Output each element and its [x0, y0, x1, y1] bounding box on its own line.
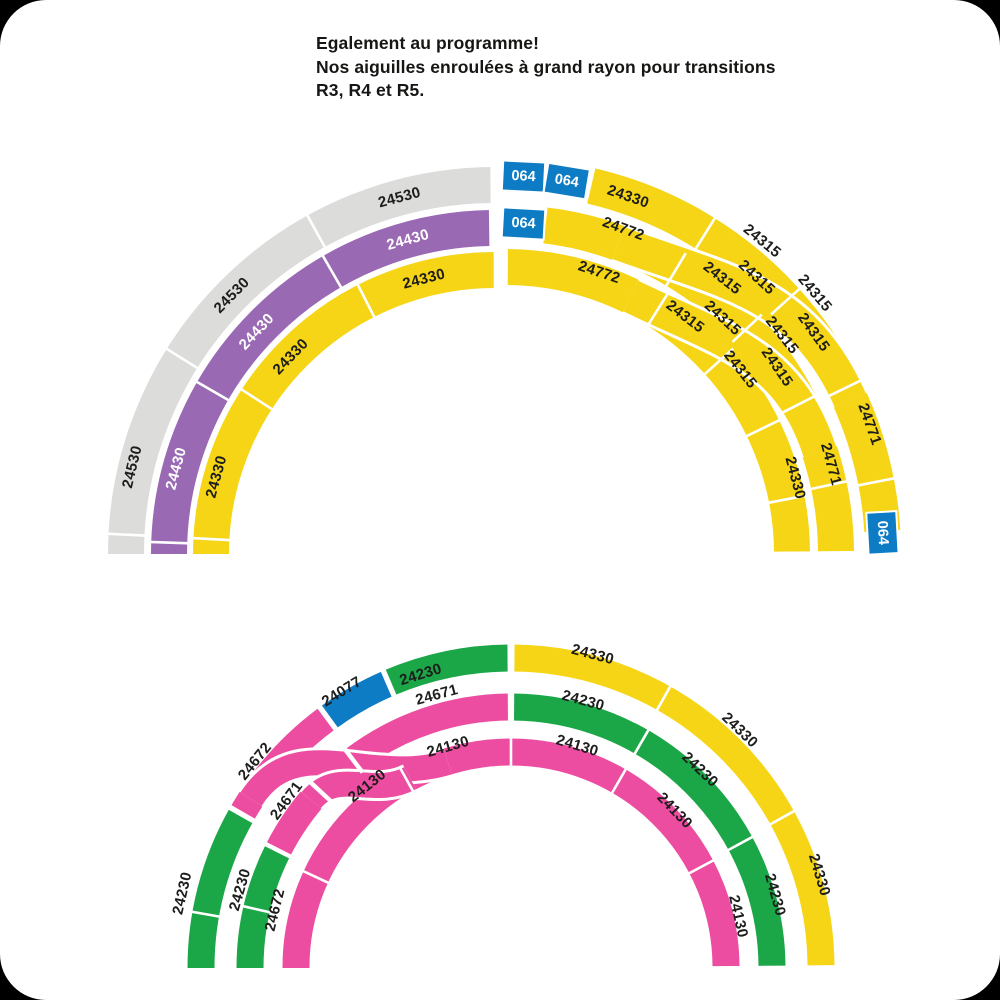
track-arc-segment-yellow — [513, 644, 835, 966]
connector-box-064: 064 — [865, 510, 900, 556]
track-arc-segment-green — [236, 845, 290, 969]
connector-box-label: 064 — [874, 520, 891, 545]
segment-divider — [239, 387, 275, 412]
segment-divider — [609, 767, 628, 796]
segment-divider — [702, 347, 735, 377]
segment-divider — [380, 668, 395, 699]
connector-box-label: 064 — [511, 168, 536, 185]
segment-divider — [343, 746, 365, 773]
segment-divider — [766, 494, 807, 505]
segment-divider — [686, 858, 716, 876]
headline-line2: Nos aiguilles enroulées à grand rayon po… — [316, 56, 776, 77]
connector-box-064: 064 — [542, 161, 592, 201]
connector-box-label: 064 — [511, 215, 536, 232]
headline-line1: Egalement au programme! — [316, 33, 540, 53]
segment-divider — [318, 703, 339, 731]
segment-divider — [227, 806, 256, 825]
segment-divider — [263, 843, 293, 860]
segment-divider — [856, 476, 896, 487]
segment-divider — [731, 313, 763, 343]
connector-box-064: 064 — [500, 206, 547, 241]
segment-divider — [355, 282, 377, 320]
track-part-label: 24230 — [169, 870, 195, 916]
track-arc-segment-pink — [345, 693, 510, 771]
segment-divider — [316, 705, 337, 733]
connector-box-rect — [500, 159, 547, 194]
segment-divider — [767, 809, 797, 827]
connector-box-rect — [500, 206, 547, 241]
segment-divider — [307, 778, 333, 802]
segment-divider — [488, 208, 493, 249]
segment-divider — [382, 667, 398, 698]
turnout-branch — [612, 227, 866, 408]
segment-divider — [320, 253, 344, 290]
segment-divider — [306, 779, 332, 803]
segment-divider — [770, 286, 802, 316]
segment-divider — [241, 904, 273, 915]
segment-divider — [826, 378, 864, 399]
connector-box-label: 064 — [553, 171, 579, 191]
segment-divider — [228, 804, 257, 822]
connector-box-064: 064 — [500, 159, 547, 194]
track-arc-segment-green — [187, 808, 254, 969]
segment-divider — [693, 215, 718, 252]
segment-divider — [398, 765, 416, 795]
turnout-branch — [623, 280, 836, 458]
track-arc-segment-gray — [108, 167, 492, 555]
segment-divider — [264, 841, 293, 858]
segment-divider — [342, 747, 363, 774]
track-arc-segment-green — [384, 644, 510, 696]
track-arc-segment-purple — [151, 210, 491, 555]
segment-divider — [726, 834, 755, 853]
turnout-branch — [240, 750, 452, 807]
connector-box-rect — [542, 161, 592, 201]
track-arc-segment-blue — [320, 671, 393, 729]
segment-divider — [654, 684, 673, 713]
track-arc-segment-green — [512, 693, 786, 966]
track-arc-segment-yellow — [193, 252, 496, 555]
segment-divider — [164, 346, 200, 371]
segment-divider — [781, 393, 819, 414]
segment-divider — [190, 910, 222, 919]
segment-divider — [664, 252, 687, 289]
segment-divider — [191, 536, 232, 542]
headline-line3: R3, R4 et R5. — [316, 80, 425, 100]
segment-divider — [808, 479, 849, 491]
segment-divider — [149, 540, 190, 545]
segment-divider — [744, 418, 782, 439]
segment-divider — [301, 869, 331, 885]
headline-block: Egalement au programme! Nos aiguilles en… — [316, 32, 776, 103]
top-diagram: 064 0640640642453024530245302443024430244… — [106, 159, 903, 556]
segment-divider — [305, 213, 327, 250]
segment-divider — [194, 379, 231, 403]
connector-box-rect — [865, 510, 900, 556]
segment-divider — [106, 532, 147, 538]
segment-divider — [584, 165, 596, 206]
segment-divider — [645, 292, 669, 329]
segment-divider — [632, 727, 651, 757]
